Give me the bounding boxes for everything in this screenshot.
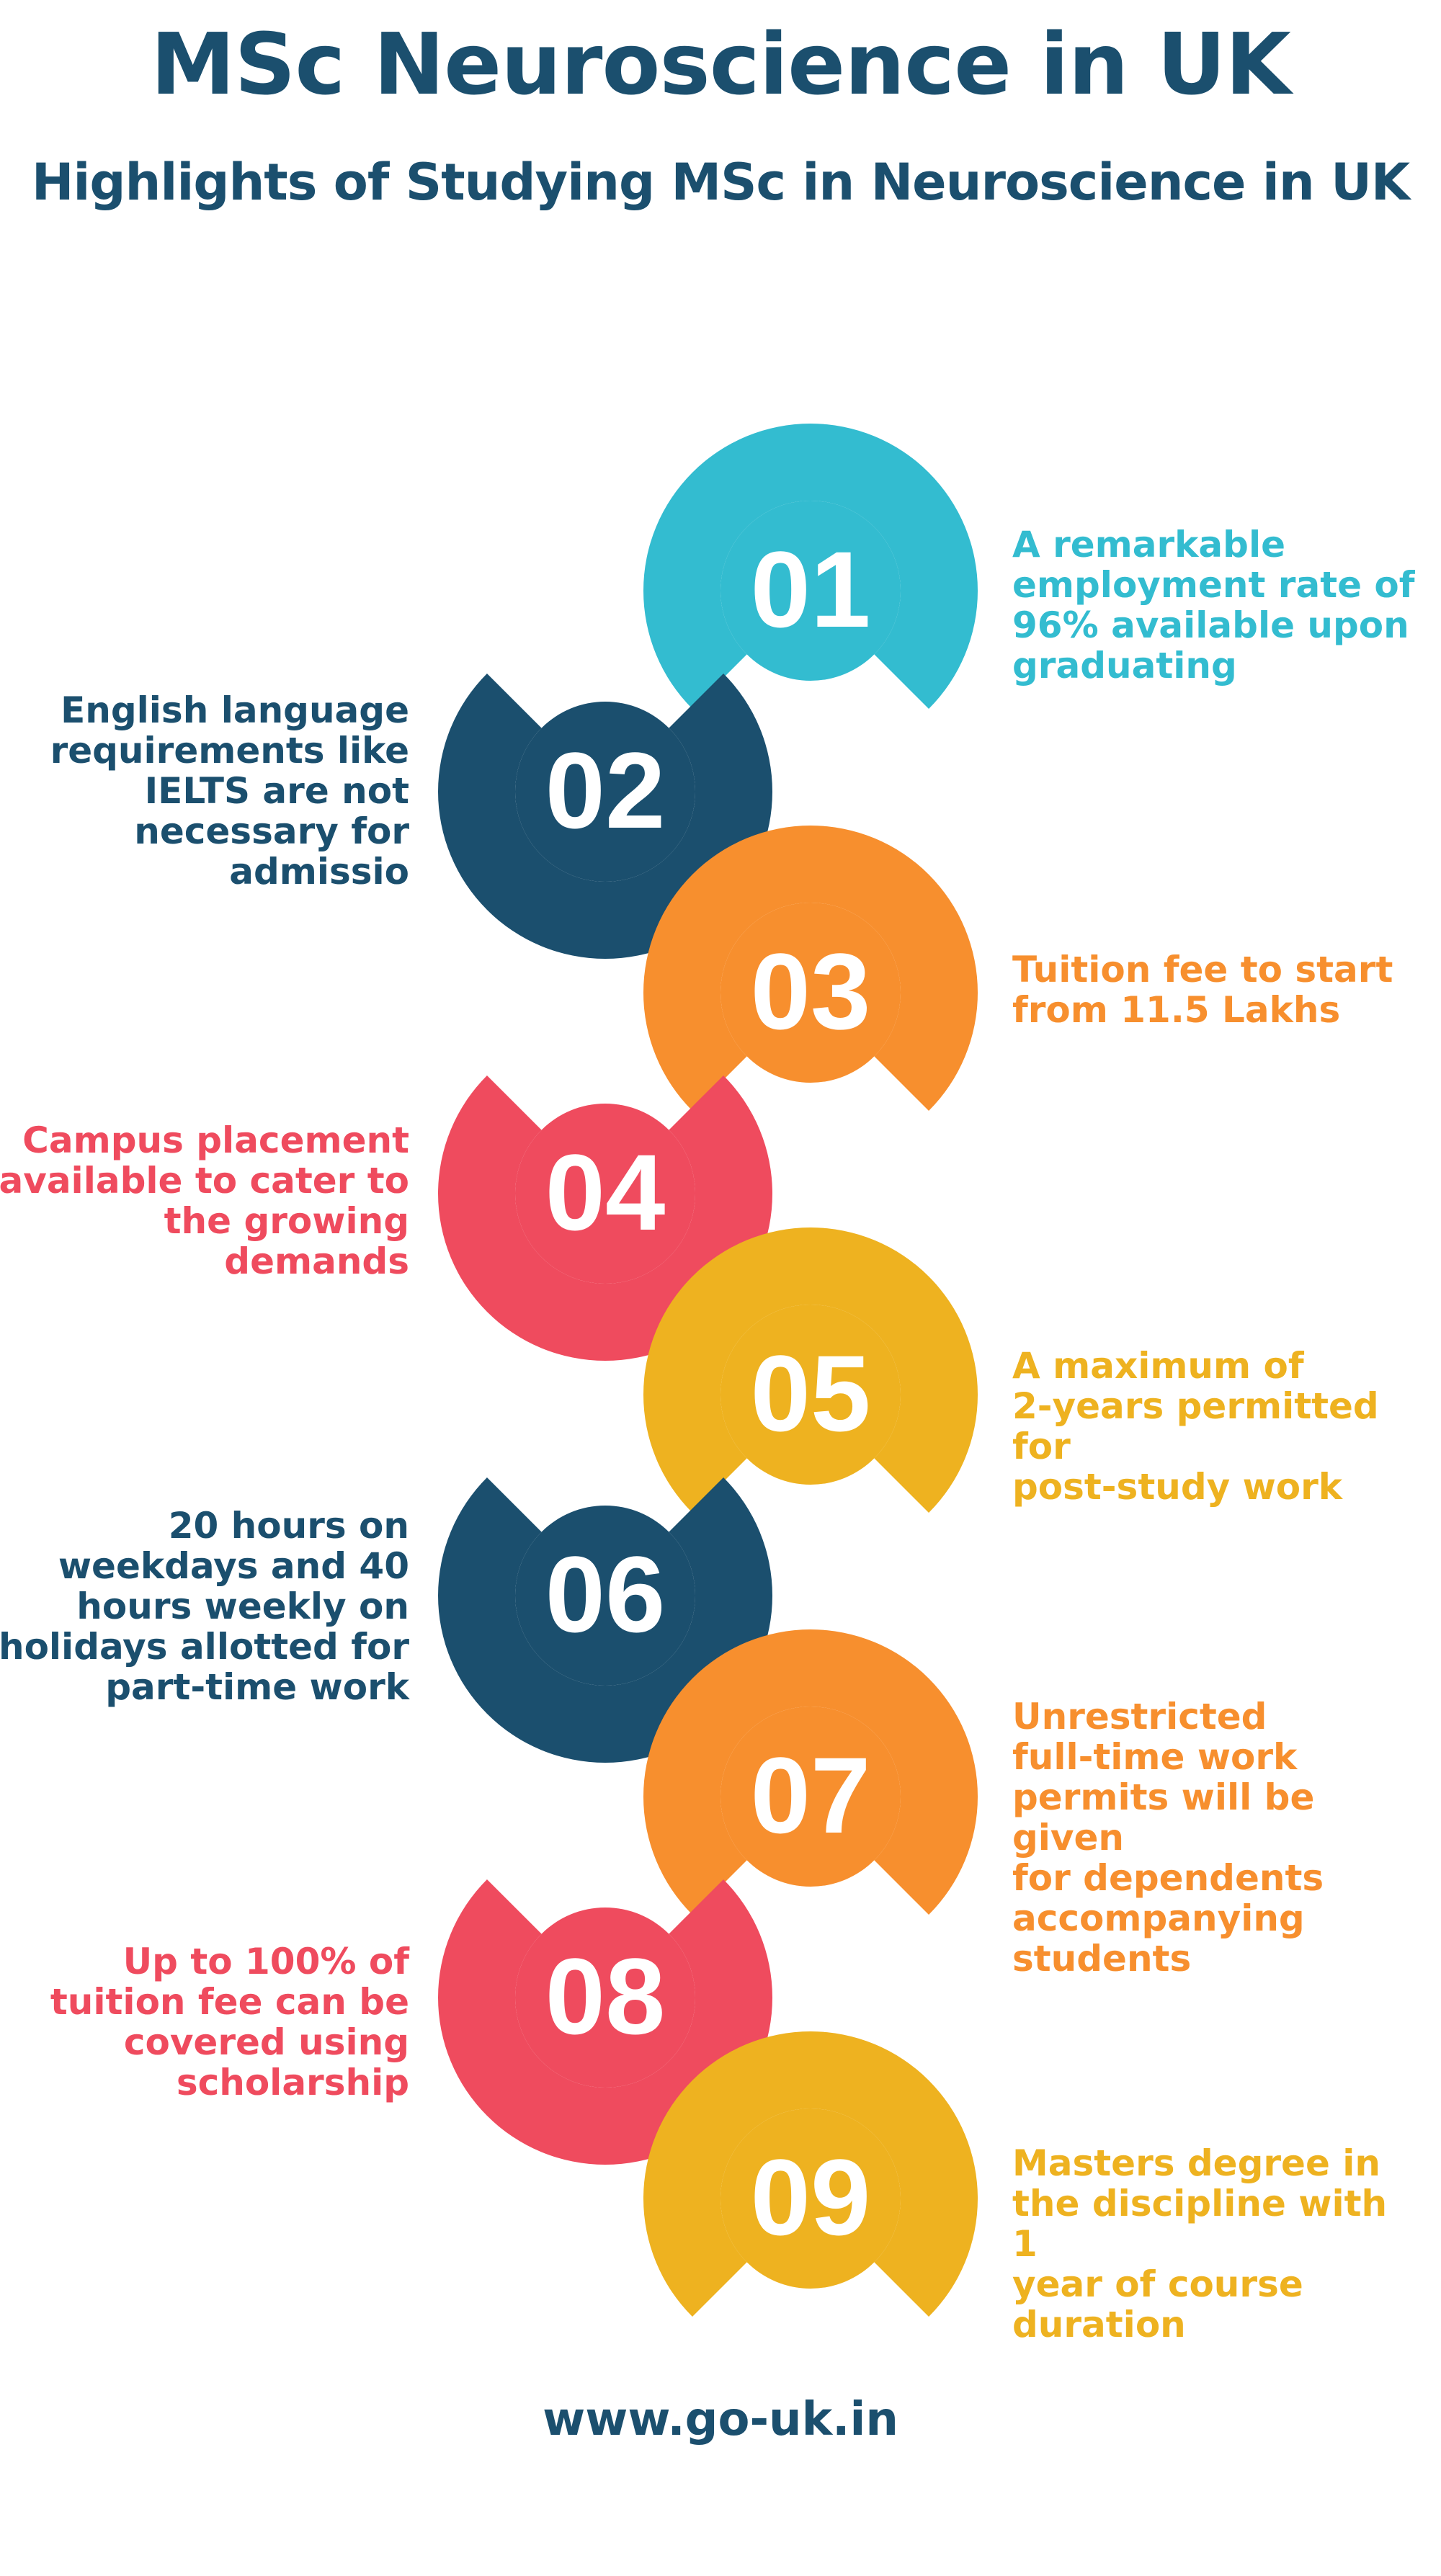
step-number: 04 bbox=[545, 1132, 666, 1253]
step-disc bbox=[515, 1104, 695, 1284]
step-09: 09 bbox=[643, 2031, 978, 2317]
step-05: 05 bbox=[643, 1227, 978, 1513]
step-disc bbox=[515, 1908, 695, 2088]
step-disc bbox=[720, 1305, 901, 1485]
step-ring bbox=[643, 1629, 978, 1915]
step-number: 01 bbox=[751, 529, 871, 650]
step-disc bbox=[720, 2108, 901, 2289]
step-description: 20 hours on weekdays and 40 hours weekly… bbox=[0, 1505, 409, 1708]
step-disc bbox=[720, 501, 901, 681]
step-01: 01 bbox=[643, 424, 978, 710]
step-ring bbox=[643, 1227, 978, 1513]
step-number: 07 bbox=[751, 1735, 871, 1856]
step-number: 06 bbox=[545, 1534, 666, 1655]
step-description: A remarkable employment rate of 96% avai… bbox=[1012, 524, 1415, 687]
step-number: 03 bbox=[751, 931, 871, 1052]
step-03: 03 bbox=[643, 826, 978, 1112]
step-number: 02 bbox=[545, 730, 666, 851]
step-disc bbox=[720, 903, 901, 1083]
step-disc bbox=[720, 1707, 901, 1887]
step-number: 05 bbox=[751, 1333, 871, 1454]
step-description: English language requirements like IELTS… bbox=[50, 689, 409, 893]
page-title: MSc Neuroscience in UK bbox=[150, 14, 1291, 114]
step-description: Up to 100% of tuition fee can be covered… bbox=[50, 1941, 409, 2103]
page-subtitle: Highlights of Studying MSc in Neuroscien… bbox=[31, 153, 1410, 212]
step-07: 07 bbox=[643, 1629, 978, 1915]
step-ring bbox=[643, 2031, 978, 2317]
step-ring bbox=[643, 424, 978, 710]
step-description: Masters degree in the discipline with 1 … bbox=[1012, 2142, 1388, 2345]
step-disc bbox=[515, 1506, 695, 1686]
step-description: Unrestricted full-time work permits will… bbox=[1012, 1696, 1324, 1980]
step-ring bbox=[643, 826, 978, 1112]
step-number: 09 bbox=[751, 2137, 871, 2258]
step-disc bbox=[515, 702, 695, 882]
step-description: A maximum of 2-years permitted for post-… bbox=[1012, 1345, 1379, 1508]
website-link[interactable]: www.go-uk.in bbox=[543, 2393, 898, 2446]
step-description: Campus placement available to cater to t… bbox=[0, 1119, 409, 1282]
step-number: 08 bbox=[545, 1936, 666, 2057]
step-description: Tuition fee to start from 11.5 Lakhs bbox=[1012, 949, 1393, 1031]
